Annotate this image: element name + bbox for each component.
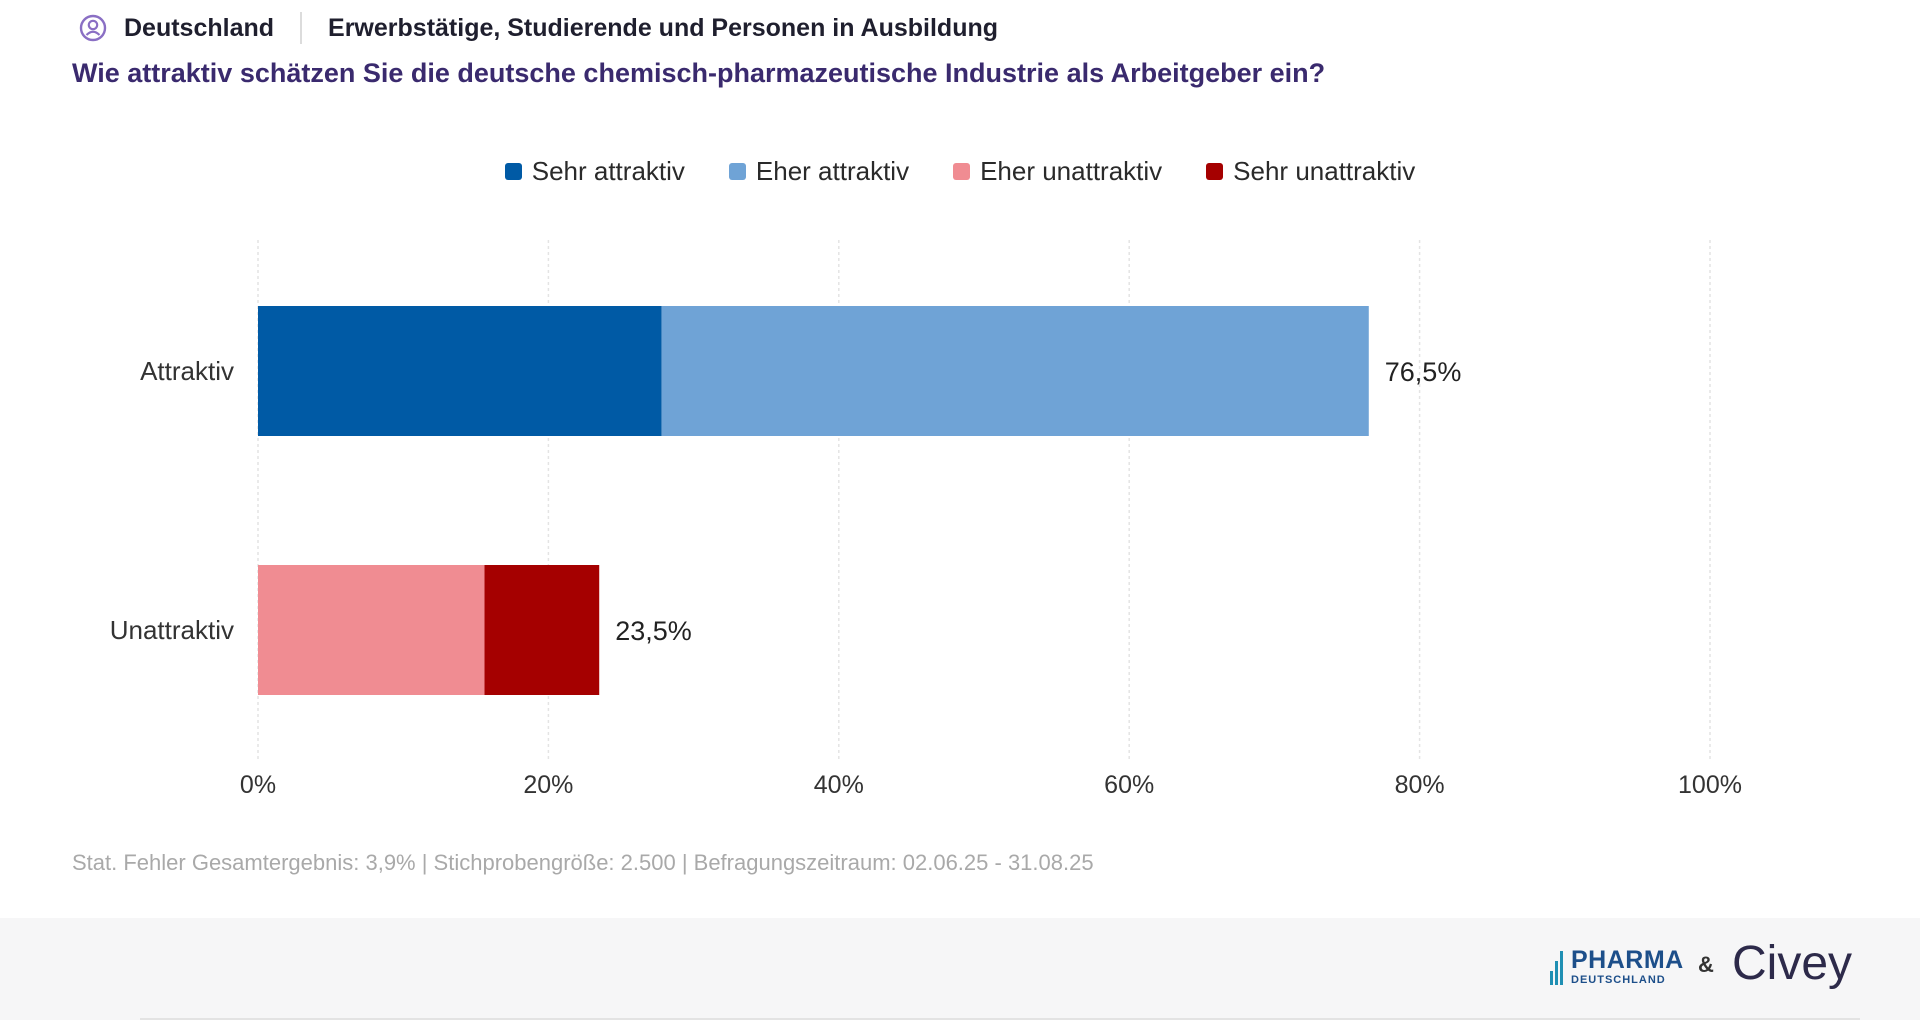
legend-swatch xyxy=(953,163,971,180)
question-title: Wie attraktiv schätzen Sie die deutsche … xyxy=(72,58,1326,88)
footer xyxy=(0,918,1920,1020)
stacked-bar-chart: 0% 20% 40% 60% 80% 100% Attraktiv 76,5% Unattrak… xyxy=(110,240,1742,799)
header-divider xyxy=(300,12,303,44)
legend-label: Eher unattraktiv xyxy=(980,156,1163,186)
legend-swatch xyxy=(1206,163,1224,180)
footer-divider xyxy=(140,1018,1860,1020)
survey-footnote: Stat. Fehler Gesamtergebnis: 3,9% | Stic… xyxy=(72,850,1094,875)
chart-legend: Sehr attraktiv Eher attraktiv Eher unattra… xyxy=(0,156,1920,187)
bar-segment xyxy=(661,306,1369,436)
legend-label: Sehr unattraktiv xyxy=(1233,156,1416,186)
legend-item: Sehr unattraktiv xyxy=(1206,156,1415,187)
bar-segment xyxy=(258,565,485,695)
bar-segment xyxy=(258,306,662,436)
civey-logo: Civey xyxy=(1732,937,1853,990)
legend-swatch xyxy=(728,163,746,180)
header: Deutschland Erwerbstätige, Studierende u… xyxy=(78,10,998,46)
legend-item: Sehr attraktiv xyxy=(504,156,685,187)
logo-ampersand: & xyxy=(1698,952,1714,977)
bar-total-label: 23,5% xyxy=(615,616,692,646)
pharma-logo-main: PHARMA xyxy=(1571,946,1684,974)
target-group-label: Erwerbstätige, Studierende und Personen … xyxy=(328,13,999,42)
region-label: Deutschland xyxy=(124,13,275,42)
legend-swatch xyxy=(504,163,522,180)
legend-item: Eher attraktiv xyxy=(728,156,910,187)
legend-item: Eher unattraktiv xyxy=(953,156,1162,187)
legend-label: Sehr attraktiv xyxy=(531,156,685,186)
x-tick-label: 80% xyxy=(1395,771,1445,799)
legend-label: Eher attraktiv xyxy=(755,156,910,186)
pharma-deutschland-logo: PHARMA DEUTSCHLAND xyxy=(1550,948,1684,986)
x-tick-label: 20% xyxy=(523,771,573,799)
bar-total-label: 76,5% xyxy=(1385,357,1462,387)
x-tick-label: 100% xyxy=(1678,771,1742,799)
x-tick-label: 60% xyxy=(1104,771,1154,799)
bar-segment xyxy=(484,565,600,695)
category-label: Unattraktiv xyxy=(110,615,234,645)
pharma-bars-icon xyxy=(1550,949,1565,985)
x-tick-label: 40% xyxy=(814,771,864,799)
person-search-icon xyxy=(78,13,108,43)
category-label: Attraktiv xyxy=(140,356,234,386)
x-tick-label: 0% xyxy=(240,771,276,799)
pharma-logo-sub: DEUTSCHLAND xyxy=(1571,974,1666,986)
